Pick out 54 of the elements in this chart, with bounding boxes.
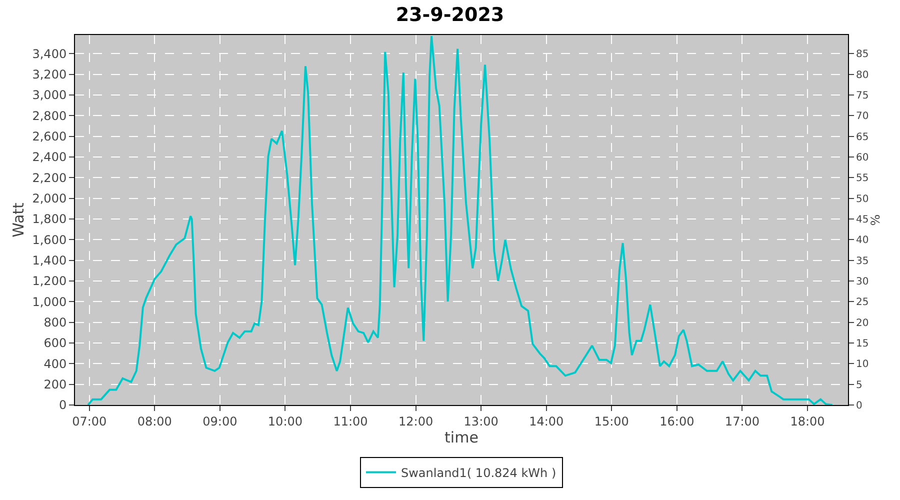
x-tick-label: 14:00 [529, 414, 564, 428]
y-tick-label: 200 [44, 378, 67, 392]
y-tick-label: 0 [58, 398, 67, 412]
y-axis-title: Watt [9, 202, 28, 238]
y2-tick-label: 75 [856, 90, 869, 102]
y2-tick-label: 70 [856, 111, 869, 122]
chart-title: 23-9-2023 [396, 4, 504, 26]
y2-tick-label: 25 [856, 297, 869, 308]
y-tick-label: 1,000 [32, 294, 67, 309]
y2-tick-label: 35 [856, 256, 869, 267]
x-tick-label: 11:00 [333, 414, 368, 428]
y-tick-label: 1,200 [32, 274, 67, 288]
line-series [87, 35, 834, 405]
y-tick-label: 1,400 [32, 254, 67, 268]
x-tick-label: 08:00 [137, 414, 172, 428]
y-tick-label: 2,200 [32, 170, 67, 185]
y2-tick-label: 45 [856, 214, 869, 226]
x-tick-label: 18:00 [790, 414, 825, 428]
y-tick-label: 400 [44, 356, 67, 371]
x-tick-label: 15:00 [594, 414, 629, 428]
y-tick-label: 2,000 [32, 192, 67, 206]
y-tick-label: 600 [44, 336, 67, 350]
y-tick-label: 1,600 [32, 232, 67, 247]
y2-tick-label: 30 [856, 276, 869, 288]
x-tick-label: 13:00 [464, 414, 498, 428]
y-tick-label: 3,200 [32, 67, 67, 82]
y2-axis-title: % [868, 214, 883, 226]
x-tick-label: 10:00 [268, 414, 303, 428]
y2-tick-label: 40 [856, 235, 869, 246]
y2-tick-label: 55 [856, 173, 869, 184]
x-tick-label: 09:00 [202, 414, 238, 428]
x-axis-title: time [444, 428, 478, 446]
y2-tick-label: 80 [856, 70, 869, 81]
y2-tick-label: 20 [856, 318, 869, 329]
y-tick-label: 2,600 [32, 129, 67, 144]
y-tick-label: 3,400 [32, 46, 67, 61]
y2-tick-label: 0 [856, 400, 862, 412]
y-tick-label: 2,800 [32, 108, 67, 123]
y2-tick-label: 65 [856, 132, 869, 143]
y2-tick-label: 5 [856, 380, 862, 391]
y2-tick-label: 15 [856, 338, 869, 350]
y2-tick-label: 85 [856, 49, 869, 60]
x-tick-label: 07:00 [72, 414, 107, 428]
y-tick-label: 3,000 [32, 88, 67, 102]
y-tick-label: 1,800 [32, 212, 67, 226]
y-tick-label: 800 [44, 316, 67, 330]
y2-tick-label: 50 [856, 194, 869, 205]
x-tick-label: 16:00 [660, 414, 694, 428]
y2-tick-label: 10 [856, 359, 869, 370]
x-tick-label: 17:00 [724, 414, 760, 428]
x-tick-label: 12:00 [398, 414, 434, 428]
y2-tick-label: 60 [856, 152, 869, 164]
legend-label: Swanland1( 10.824 kWh ) [401, 466, 556, 480]
y-tick-label: 2,400 [32, 150, 67, 164]
